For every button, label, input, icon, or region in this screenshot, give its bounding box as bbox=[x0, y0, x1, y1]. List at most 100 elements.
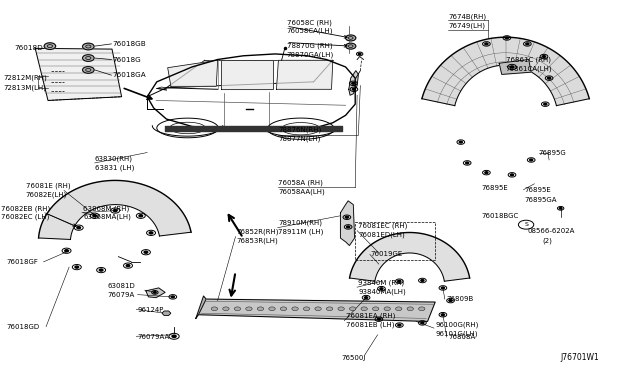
Circle shape bbox=[358, 53, 361, 55]
Circle shape bbox=[396, 307, 402, 311]
Circle shape bbox=[380, 288, 383, 289]
Polygon shape bbox=[340, 201, 355, 246]
Circle shape bbox=[234, 307, 241, 311]
Circle shape bbox=[372, 307, 379, 311]
Text: 96101G(LH): 96101G(LH) bbox=[435, 331, 477, 337]
Text: 76058C (RH): 76058C (RH) bbox=[287, 19, 332, 26]
Circle shape bbox=[346, 217, 348, 218]
Circle shape bbox=[421, 322, 424, 324]
Text: 78870GA(LH): 78870GA(LH) bbox=[287, 51, 334, 58]
Circle shape bbox=[419, 307, 425, 311]
Text: 96100G(RH): 96100G(RH) bbox=[435, 322, 479, 328]
Circle shape bbox=[113, 209, 117, 212]
Circle shape bbox=[378, 318, 380, 320]
Text: (2): (2) bbox=[543, 238, 552, 244]
Circle shape bbox=[442, 287, 444, 289]
Text: 72812M(RH): 72812M(RH) bbox=[3, 75, 47, 81]
Circle shape bbox=[442, 314, 444, 315]
Text: 76018GA: 76018GA bbox=[112, 72, 146, 78]
Text: 63081D: 63081D bbox=[108, 283, 135, 289]
Text: 76081EB (LH): 76081EB (LH) bbox=[346, 322, 394, 328]
Text: S: S bbox=[524, 222, 528, 227]
Text: J76701W1: J76701W1 bbox=[561, 353, 600, 362]
Circle shape bbox=[211, 307, 218, 311]
Text: 76895GA: 76895GA bbox=[525, 197, 557, 203]
Circle shape bbox=[511, 174, 513, 176]
Text: 76861CA(LH): 76861CA(LH) bbox=[506, 65, 552, 72]
Circle shape bbox=[506, 37, 508, 39]
Circle shape bbox=[421, 280, 424, 281]
Text: 76018BGC: 76018BGC bbox=[481, 213, 518, 219]
Text: 76018GB: 76018GB bbox=[112, 41, 146, 47]
Circle shape bbox=[223, 307, 229, 311]
Text: 76082EC (LH): 76082EC (LH) bbox=[1, 214, 50, 221]
Circle shape bbox=[269, 307, 275, 311]
Text: 78877N(LH): 78877N(LH) bbox=[278, 136, 321, 142]
Circle shape bbox=[530, 159, 532, 161]
Circle shape bbox=[139, 215, 143, 217]
Text: 76018D: 76018D bbox=[14, 45, 43, 51]
Circle shape bbox=[347, 226, 349, 228]
Circle shape bbox=[144, 251, 148, 253]
Polygon shape bbox=[196, 296, 206, 318]
Circle shape bbox=[83, 67, 94, 73]
Circle shape bbox=[292, 307, 298, 311]
Circle shape bbox=[466, 162, 468, 164]
Polygon shape bbox=[35, 48, 122, 100]
Circle shape bbox=[75, 266, 79, 268]
Circle shape bbox=[485, 172, 488, 173]
Text: 76058AA(LH): 76058AA(LH) bbox=[278, 189, 325, 195]
Text: 78870G (RH): 78870G (RH) bbox=[287, 42, 332, 49]
Text: 63868M (RH): 63868M (RH) bbox=[83, 205, 129, 212]
Circle shape bbox=[326, 307, 333, 311]
Circle shape bbox=[346, 35, 356, 41]
Circle shape bbox=[83, 43, 94, 50]
Circle shape bbox=[303, 307, 310, 311]
Text: 96124P: 96124P bbox=[138, 307, 164, 312]
Text: 76081E (RH): 76081E (RH) bbox=[26, 183, 70, 189]
Circle shape bbox=[398, 324, 401, 326]
Circle shape bbox=[99, 269, 103, 271]
Circle shape bbox=[510, 66, 514, 68]
Circle shape bbox=[154, 292, 156, 293]
Text: 78910M(RH): 78910M(RH) bbox=[278, 220, 323, 227]
Text: 76081EC (RH): 76081EC (RH) bbox=[358, 223, 408, 230]
Polygon shape bbox=[146, 288, 165, 298]
Circle shape bbox=[384, 307, 390, 311]
Circle shape bbox=[485, 43, 488, 45]
Text: 76500J: 76500J bbox=[342, 355, 366, 361]
Text: 78876N(RH): 78876N(RH) bbox=[278, 127, 322, 134]
Circle shape bbox=[365, 297, 367, 298]
Text: 76079AA: 76079AA bbox=[138, 334, 170, 340]
Text: 76081ED(LH): 76081ED(LH) bbox=[358, 232, 405, 238]
Circle shape bbox=[398, 280, 401, 282]
Text: 76861C (RH): 76861C (RH) bbox=[506, 56, 550, 63]
Circle shape bbox=[353, 89, 355, 90]
Polygon shape bbox=[276, 60, 333, 89]
Circle shape bbox=[449, 300, 452, 301]
Polygon shape bbox=[422, 37, 589, 106]
Circle shape bbox=[77, 227, 81, 229]
Polygon shape bbox=[499, 60, 531, 74]
Polygon shape bbox=[38, 180, 191, 240]
Circle shape bbox=[257, 307, 264, 311]
Circle shape bbox=[544, 103, 547, 105]
Polygon shape bbox=[221, 60, 273, 89]
Circle shape bbox=[352, 83, 355, 84]
Polygon shape bbox=[168, 60, 218, 86]
Circle shape bbox=[349, 307, 356, 311]
Text: 76058A (RH): 76058A (RH) bbox=[278, 180, 323, 186]
Polygon shape bbox=[349, 71, 358, 95]
Text: 72813M(LH): 72813M(LH) bbox=[3, 85, 46, 92]
Text: 76852R(RH): 76852R(RH) bbox=[237, 229, 279, 235]
Circle shape bbox=[548, 77, 550, 79]
Circle shape bbox=[149, 232, 153, 234]
Circle shape bbox=[361, 307, 367, 311]
Circle shape bbox=[346, 43, 356, 49]
Text: 63868MA(LH): 63868MA(LH) bbox=[83, 214, 131, 221]
Circle shape bbox=[65, 250, 68, 252]
Circle shape bbox=[280, 307, 287, 311]
Circle shape bbox=[559, 208, 562, 209]
Text: 76018GD: 76018GD bbox=[6, 324, 40, 330]
Text: 76079A: 76079A bbox=[108, 292, 135, 298]
